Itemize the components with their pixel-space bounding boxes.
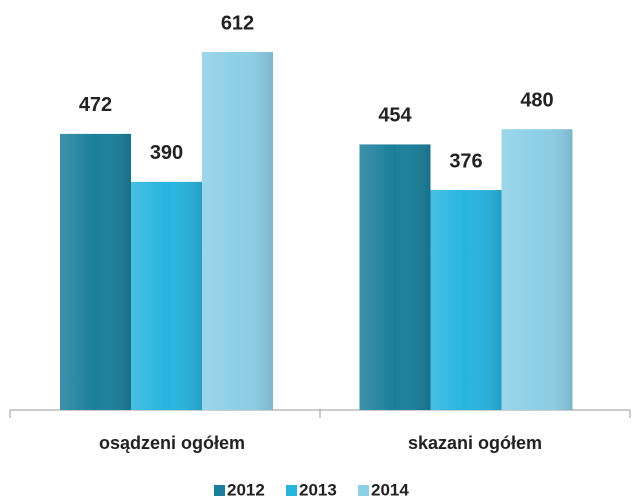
legend-label: 2014 (371, 480, 409, 499)
legend-swatch (358, 485, 369, 496)
value-label: 454 (378, 105, 412, 127)
legend-label: 2013 (299, 480, 337, 499)
bar-shine (501, 129, 573, 410)
value-label: 376 (449, 150, 482, 172)
bar-shine (430, 190, 502, 410)
value-label: 390 (150, 142, 183, 164)
x-tick-label: skazani ogółem (408, 433, 542, 453)
value-label: 612 (221, 12, 254, 34)
bar-shine (202, 52, 273, 410)
legend-label: 2012 (227, 480, 265, 499)
bar-shine (60, 133, 131, 410)
bar-shine (359, 144, 431, 410)
legend-swatch (214, 485, 225, 496)
value-label: 480 (520, 89, 553, 111)
legend-swatch (286, 485, 297, 496)
x-tick-label: osądzeni ogółem (99, 433, 245, 453)
bar-shine (131, 181, 202, 410)
value-label: 472 (79, 94, 112, 116)
